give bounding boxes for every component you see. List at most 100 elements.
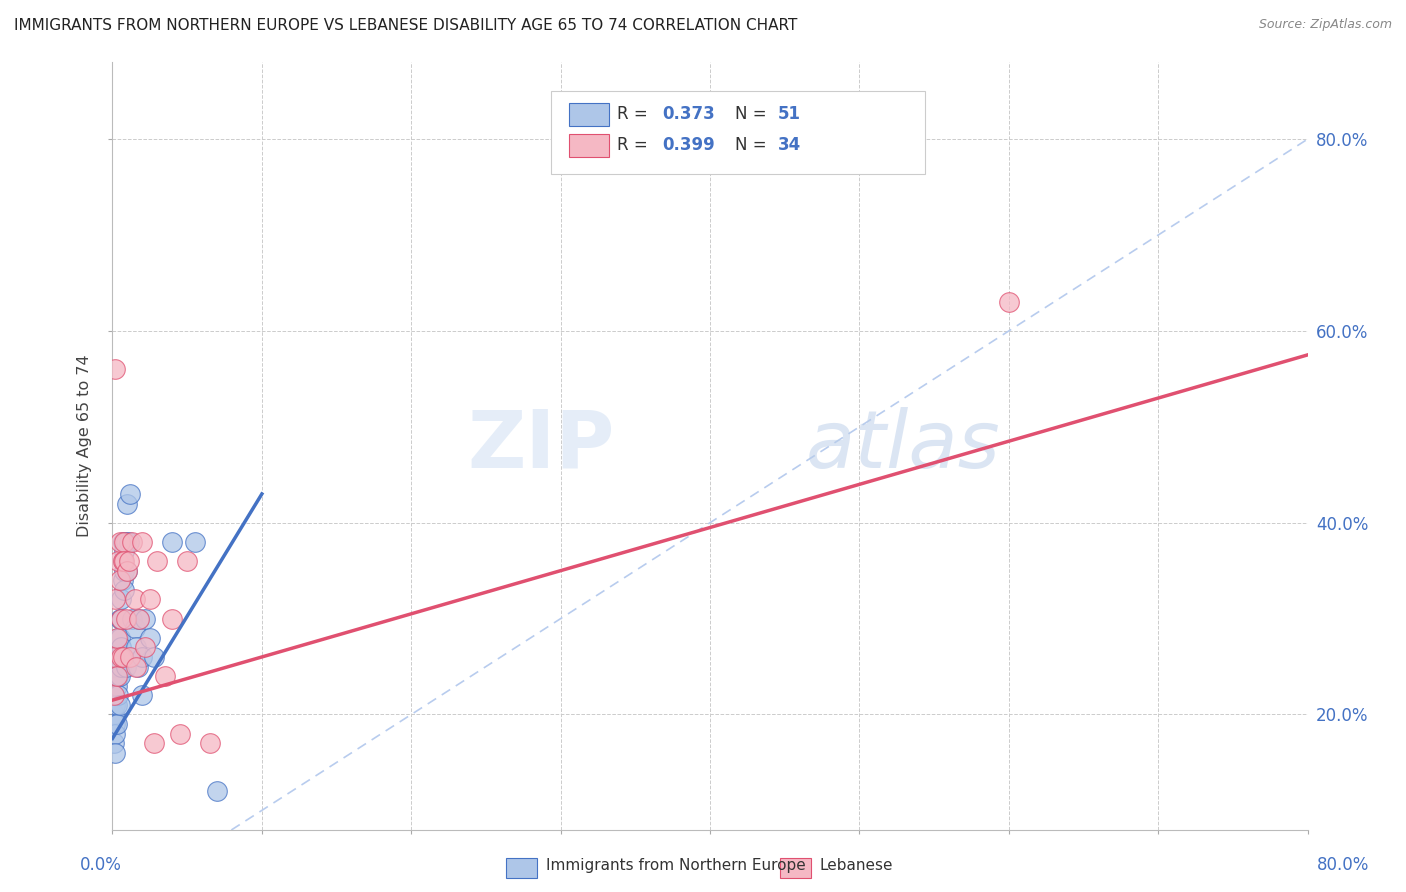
Point [139, 592, 162, 607]
Point [105, 631, 128, 645]
Point [143, 649, 166, 664]
Point [108, 631, 131, 645]
Point [103, 689, 125, 703]
Point [107, 631, 129, 645]
Point [143, 736, 166, 750]
Point [134, 640, 156, 655]
Point [128, 612, 150, 626]
Point [131, 689, 153, 703]
Point [108, 573, 131, 587]
Point [107, 554, 129, 568]
Point [111, 554, 134, 568]
Text: 80.0%: 80.0% [1316, 855, 1369, 873]
Point [104, 698, 127, 712]
Point [121, 534, 143, 549]
Text: 0.0%: 0.0% [80, 855, 122, 873]
Point [104, 592, 127, 607]
Text: R =: R = [617, 105, 654, 123]
Point [105, 679, 128, 693]
Point [205, 784, 228, 798]
Point [104, 669, 127, 683]
Point [103, 736, 125, 750]
Point [128, 612, 150, 626]
Point [125, 659, 148, 673]
Point [117, 496, 139, 510]
Point [110, 612, 132, 626]
Point [105, 698, 128, 712]
Point [110, 659, 132, 673]
Point [125, 640, 148, 655]
Point [114, 564, 135, 578]
Point [107, 689, 129, 703]
Point [104, 362, 127, 376]
Point [110, 640, 132, 655]
Point [146, 554, 169, 568]
Point [108, 649, 131, 664]
Point [198, 736, 221, 750]
Point [105, 717, 128, 731]
Point [118, 534, 141, 549]
Point [124, 621, 146, 635]
Text: Source: ZipAtlas.com: Source: ZipAtlas.com [1258, 18, 1392, 31]
Point [103, 707, 125, 722]
Text: 51: 51 [778, 105, 800, 123]
Point [107, 669, 129, 683]
Text: 34: 34 [778, 136, 801, 154]
Text: 0.399: 0.399 [662, 136, 716, 154]
Point [162, 612, 183, 626]
Point [114, 554, 135, 568]
Point [104, 746, 127, 760]
Point [111, 554, 134, 568]
Point [117, 564, 139, 578]
Text: atlas: atlas [806, 407, 1001, 485]
Point [118, 649, 141, 664]
Point [108, 669, 131, 683]
Point [104, 717, 127, 731]
Point [118, 554, 141, 568]
Point [169, 727, 191, 741]
Point [110, 592, 132, 607]
Point [111, 573, 134, 587]
Point [111, 649, 134, 664]
Text: 0.373: 0.373 [662, 105, 716, 123]
Text: R =: R = [617, 136, 654, 154]
Point [124, 592, 146, 607]
Point [114, 534, 135, 549]
Point [105, 659, 128, 673]
Point [183, 534, 205, 549]
Point [108, 698, 131, 712]
Point [107, 649, 129, 664]
Point [108, 612, 131, 626]
Point [115, 534, 138, 549]
Point [120, 487, 142, 501]
Point [127, 659, 149, 673]
Point [139, 631, 162, 645]
Point [162, 534, 183, 549]
Point [110, 612, 132, 626]
Text: Lebanese: Lebanese [820, 858, 893, 872]
Text: N =: N = [735, 136, 772, 154]
Point [111, 534, 134, 549]
Point [105, 669, 128, 683]
Text: N =: N = [735, 105, 772, 123]
Point [998, 295, 1021, 310]
Point [108, 534, 131, 549]
Text: IMMIGRANTS FROM NORTHERN EUROPE VS LEBANESE DISABILITY AGE 65 TO 74 CORRELATION : IMMIGRANTS FROM NORTHERN EUROPE VS LEBAN… [14, 18, 797, 33]
Point [120, 649, 142, 664]
Point [117, 564, 139, 578]
Text: Immigrants from Northern Europe: Immigrants from Northern Europe [546, 858, 806, 872]
Point [110, 649, 132, 664]
Point [104, 727, 127, 741]
Y-axis label: Disability Age 65 to 74: Disability Age 65 to 74 [77, 355, 93, 537]
Point [115, 612, 138, 626]
Point [176, 554, 198, 568]
Point [131, 649, 153, 664]
Point [134, 612, 156, 626]
Point [121, 612, 143, 626]
Point [114, 544, 135, 558]
Point [114, 582, 135, 597]
Point [103, 649, 125, 664]
Point [153, 669, 176, 683]
Point [115, 659, 138, 673]
Text: ZIP: ZIP [467, 407, 614, 485]
